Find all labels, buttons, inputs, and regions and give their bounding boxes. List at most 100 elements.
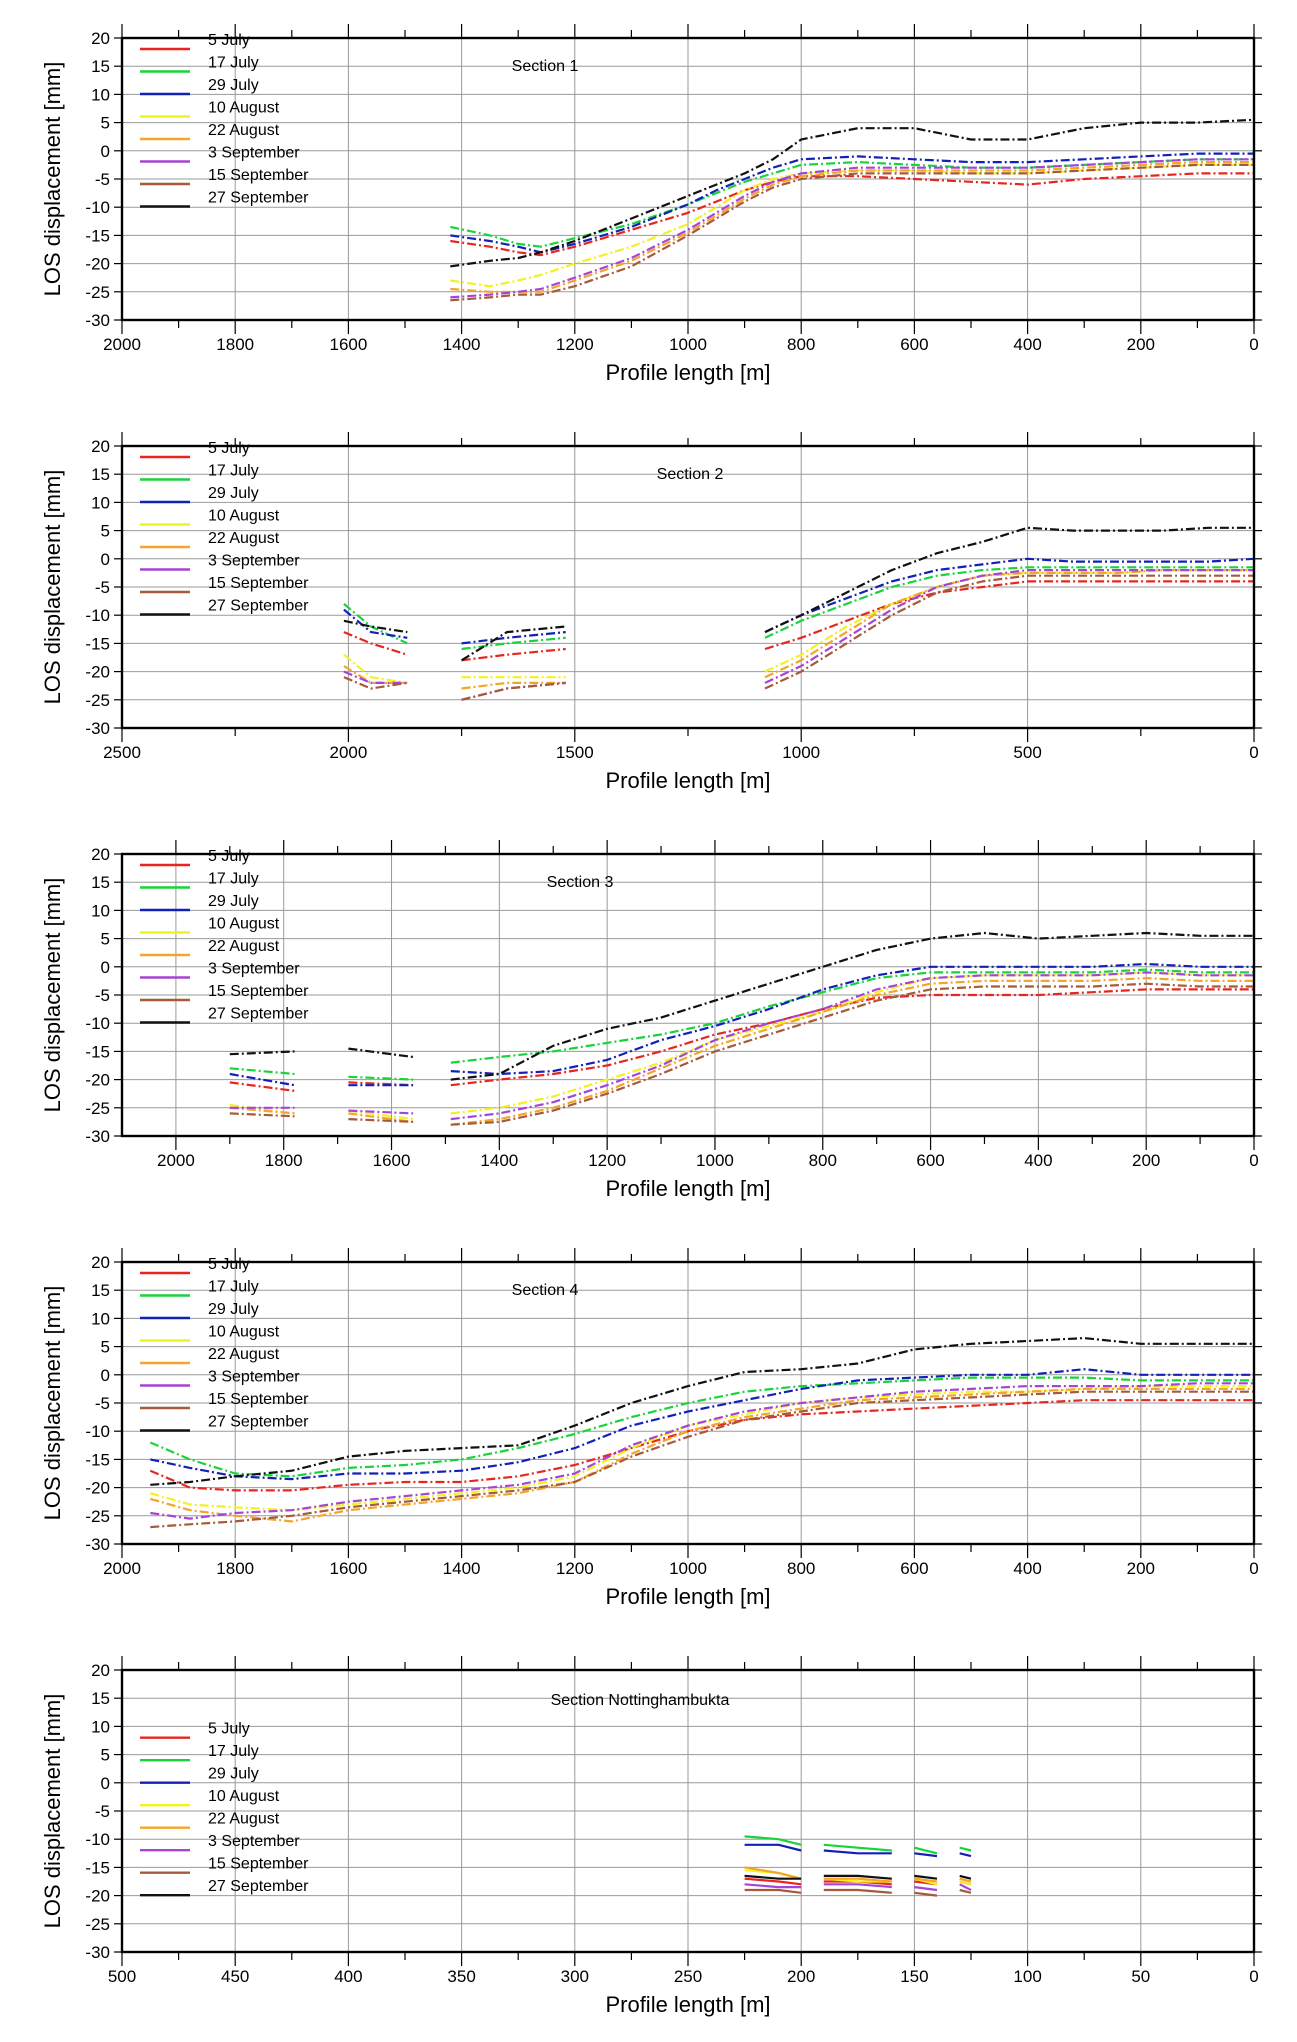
series-line-15-september xyxy=(343,574,1254,701)
y-tick-label: -20 xyxy=(85,1071,110,1090)
x-tick-label: 1400 xyxy=(443,1559,481,1578)
legend-label: 3 September xyxy=(208,145,300,162)
series-line-29-july xyxy=(744,1843,972,1858)
y-tick-label: -5 xyxy=(95,1802,110,1821)
y-tick-label: -25 xyxy=(85,1915,110,1934)
y-axis-title: LOS displacement [mm] xyxy=(40,470,65,705)
section-3-panel: 2000 1800 1600 1400 1200 1000 800 600 400 200 0 20 1… xyxy=(0,816,1297,1224)
x-tick-label: 1600 xyxy=(329,335,367,354)
series-line-3-september xyxy=(744,1883,972,1892)
y-tick-label: -15 xyxy=(85,1858,110,1877)
series-line-15-september xyxy=(150,1390,1254,1529)
series-line-29-july xyxy=(150,1368,1254,1481)
series-line-27-september xyxy=(343,526,1254,662)
x-tick-label: 400 xyxy=(1013,1559,1041,1578)
x-tick-label: 800 xyxy=(787,1559,815,1578)
y-tick-label: 5 xyxy=(101,1746,110,1765)
y-tick-label: -20 xyxy=(85,1887,110,1906)
legend-label: 17 July xyxy=(208,55,259,72)
x-tick-label: 2000 xyxy=(103,335,141,354)
x-tick-label: 300 xyxy=(561,1967,589,1986)
y-tick-label: -25 xyxy=(85,1099,110,1118)
y-tick-label: 10 xyxy=(91,1717,110,1736)
y-tick-label: -5 xyxy=(95,1394,110,1413)
section-1-panel: 2000 1800 1600 1400 1200 1000 800 600 400 200 0 20 1… xyxy=(0,0,1297,408)
y-tick-label: 15 xyxy=(91,465,110,484)
plot-frame xyxy=(120,852,1256,1138)
series-group xyxy=(450,118,1254,302)
series-line-17-july xyxy=(343,566,1254,651)
plot-frame xyxy=(120,1668,1256,1954)
series-group xyxy=(149,1337,1254,1529)
y-tick-label: 10 xyxy=(91,85,110,104)
y-tick-label: -10 xyxy=(85,1422,110,1441)
legend-label: 27 September xyxy=(208,1878,309,1895)
legend-label: 3 September xyxy=(208,1369,300,1386)
legend-label: 10 August xyxy=(208,100,280,117)
x-tick-label: 150 xyxy=(900,1967,928,1986)
y-tick-label: -30 xyxy=(85,311,110,330)
x-tick-label: 2000 xyxy=(103,1559,141,1578)
y-tick-label: 0 xyxy=(101,1366,110,1385)
legend-label: 17 July xyxy=(208,871,259,888)
x-tick-label: 800 xyxy=(787,335,815,354)
x-tick-label: 50 xyxy=(1131,1967,1150,1986)
y-tick-label: -30 xyxy=(85,1535,110,1554)
x-tick-label: 600 xyxy=(900,1559,928,1578)
series-line-17-july xyxy=(149,1376,1254,1478)
y-tick-label: 0 xyxy=(101,958,110,977)
y-tick-label: -25 xyxy=(85,283,110,302)
series-line-3-september xyxy=(450,158,1254,299)
y-axis-title: LOS displacement [mm] xyxy=(40,1694,65,1929)
legend-label: 29 July xyxy=(208,1301,259,1318)
x-tick-label: 350 xyxy=(447,1967,475,1986)
y-tick-label: -5 xyxy=(95,578,110,597)
y-tick-label: 10 xyxy=(91,1309,110,1328)
x-tick-label: 250 xyxy=(674,1967,702,1986)
legend-label: 22 August xyxy=(208,530,280,547)
legend-label: 27 September xyxy=(208,1414,309,1431)
x-tick-label: 800 xyxy=(809,1151,837,1170)
series-line-5-july xyxy=(149,1399,1254,1492)
section-title: Section 3 xyxy=(547,874,614,891)
x-tick-label: 1800 xyxy=(216,335,254,354)
chart-svg: 2000 1800 1600 1400 1200 1000 800 600 400 200 0201… xyxy=(40,1248,1262,1609)
x-axis-title: Profile length [m] xyxy=(605,1176,770,1201)
y-tick-label: 20 xyxy=(91,29,110,48)
y-axis-title: LOS displacement [mm] xyxy=(40,62,65,297)
legend-label: 22 August xyxy=(208,122,280,139)
x-tick-label: 200 xyxy=(1127,335,1155,354)
y-tick-label: 15 xyxy=(91,57,110,76)
y-tick-label: 0 xyxy=(101,1774,110,1793)
legend-label: 5 July xyxy=(208,1256,250,1273)
legend-label: 17 July xyxy=(208,463,259,480)
y-tick-label: -30 xyxy=(85,1943,110,1962)
section-title: Section Nottinghambukta xyxy=(551,1692,730,1709)
y-tick-label: -10 xyxy=(85,606,110,625)
x-tick-label: 1200 xyxy=(588,1151,626,1170)
y-tick-label: -25 xyxy=(85,691,110,710)
legend-label: 27 September xyxy=(208,190,309,207)
y-tick-label: 15 xyxy=(91,873,110,892)
y-tick-label: -30 xyxy=(85,719,110,738)
legend-label: 5 July xyxy=(208,440,250,457)
x-tick-label: 200 xyxy=(1127,1559,1155,1578)
y-axis-title: LOS displacement [mm] xyxy=(40,878,65,1113)
section-title: Section 4 xyxy=(512,1282,579,1299)
series-group xyxy=(229,931,1254,1126)
series-line-27-september xyxy=(150,1337,1254,1486)
series-line-27-september xyxy=(229,931,1254,1081)
plot-frame xyxy=(120,36,1256,322)
series-line-27-september xyxy=(450,118,1254,268)
legend-label: 15 September xyxy=(208,1391,309,1408)
x-tick-label: 1000 xyxy=(782,743,820,762)
x-tick-label: 1400 xyxy=(443,335,481,354)
x-tick-label: 1200 xyxy=(556,335,594,354)
y-tick-label: 10 xyxy=(91,901,110,920)
x-tick-label: 400 xyxy=(334,1967,362,1986)
x-tick-label: 1400 xyxy=(480,1151,518,1170)
y-tick-label: -15 xyxy=(85,634,110,653)
legend-label: 10 August xyxy=(208,916,280,933)
x-tick-label: 0 xyxy=(1249,1967,1258,1986)
y-tick-label: -30 xyxy=(85,1127,110,1146)
